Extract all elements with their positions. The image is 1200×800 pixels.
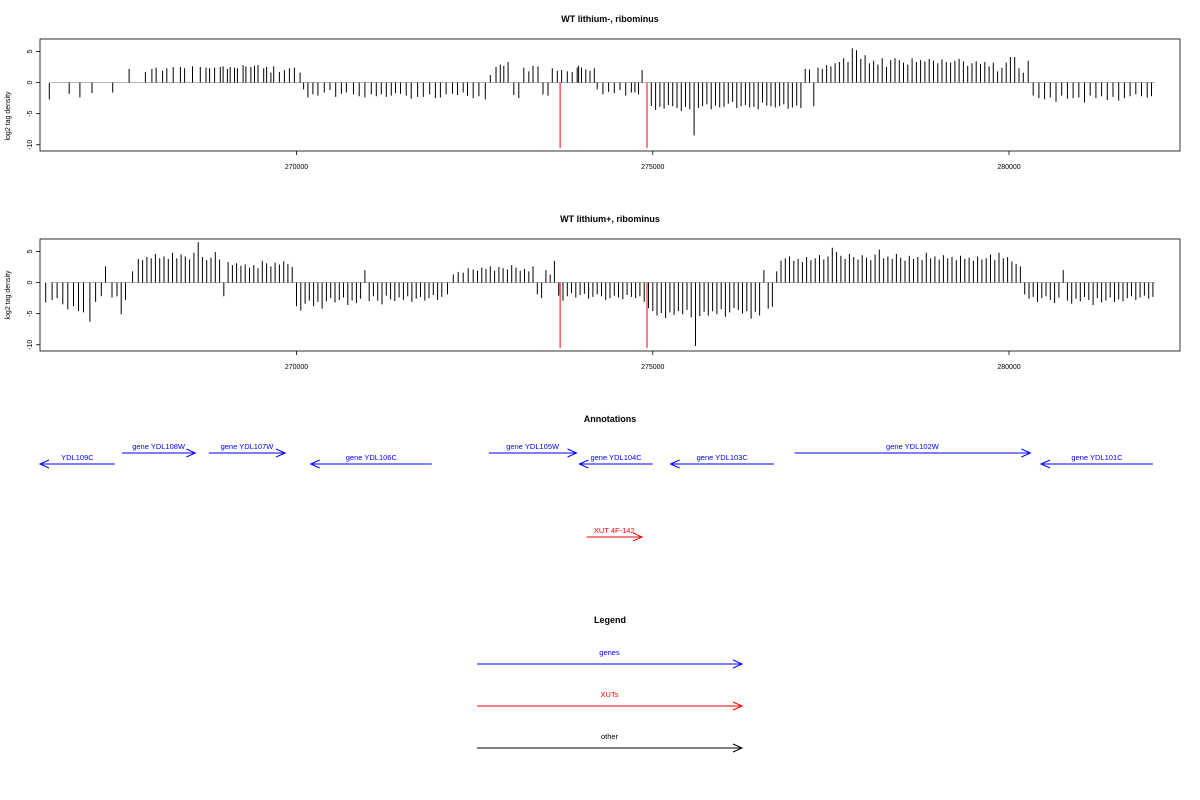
feature-gene-ydl101c: gene YDL101C xyxy=(1039,453,1153,469)
feature-gene-ydl102w: gene YDL102W xyxy=(794,442,1032,458)
feature-label: gene YDL103C xyxy=(697,453,749,462)
annotations-title: Annotations xyxy=(584,414,637,424)
bar-series xyxy=(48,48,1152,136)
arrowhead xyxy=(669,459,680,469)
y-axis-label: log2 tag density xyxy=(5,91,12,141)
arrowhead xyxy=(275,448,287,458)
arrowhead xyxy=(309,459,320,469)
arrowhead xyxy=(1021,448,1032,458)
feature-label: YDL109C xyxy=(61,453,94,462)
arrowhead xyxy=(567,448,578,458)
axis-ticks: 270000 275000 280000 5 0 -5 -10 xyxy=(27,249,1021,371)
feature-gene-ydl106c: gene YDL106C xyxy=(309,453,432,469)
arrowhead xyxy=(732,743,744,753)
y-tick-label: 5 xyxy=(27,49,34,53)
y-tick-label: 5 xyxy=(27,249,34,253)
legend-label: XUTs xyxy=(601,690,619,699)
legend-item-XUTs: XUTs xyxy=(477,690,744,711)
feature-xut-4f-142: XUT 4F-142 xyxy=(586,526,644,542)
arrowhead xyxy=(632,532,644,542)
feature-label: gene YDL102W xyxy=(886,442,940,451)
y-tick-label: -10 xyxy=(27,140,34,150)
feature-label: gene YDL106C xyxy=(346,453,398,462)
feature-label: gene YDL104C xyxy=(590,453,642,462)
feature-label: XUT 4F-142 xyxy=(594,526,635,535)
plot-title: WT lithium-, ribominus xyxy=(561,14,659,24)
x-tick-label: 275000 xyxy=(641,164,664,171)
track-plot-lithium-plus: WT lithium+, ribominus log2 tag density … xyxy=(5,214,1181,371)
feature-label: gene YDL101C xyxy=(1071,453,1123,462)
feature-gene-ydl105w: gene YDL105W xyxy=(488,442,578,458)
x-tick-label: 270000 xyxy=(285,164,308,171)
feature-gene-ydl104c: gene YDL104C xyxy=(578,453,653,469)
y-tick-label: 0 xyxy=(27,281,34,285)
arrowhead xyxy=(578,459,589,469)
feature-gene-ydl103c: gene YDL103C xyxy=(669,453,774,469)
feature-ydl109c: YDL109C xyxy=(38,453,115,469)
y-tick-label: -5 xyxy=(27,110,34,116)
track-plot-lithium-minus: WT lithium-, ribominus log2 tag density … xyxy=(5,14,1181,171)
x-tick-label: 280000 xyxy=(997,364,1020,371)
feature-label: gene YDL108W xyxy=(132,442,186,451)
highlight-series xyxy=(559,82,648,148)
annotations-track: Annotations YDL109C gene YDL108W gene YDL1… xyxy=(38,414,1153,542)
arrowhead xyxy=(1039,459,1051,469)
y-tick-label: -10 xyxy=(27,340,34,350)
legend: Legend genes XUTs other xyxy=(477,615,744,753)
plot-frame xyxy=(39,38,1181,152)
arrowhead xyxy=(38,459,50,469)
highlight-series xyxy=(559,282,648,348)
feature-list: YDL109C gene YDL108W gene YDL107W gene YDL1… xyxy=(38,442,1153,542)
arrowhead xyxy=(732,701,744,711)
legend-label: genes xyxy=(599,648,620,657)
y-tick-label: -5 xyxy=(27,310,34,316)
arrowhead xyxy=(186,448,197,458)
legend-title: Legend xyxy=(594,615,626,625)
y-axis-label: log2 tag density xyxy=(5,270,12,320)
feature-gene-ydl108w: gene YDL108W xyxy=(121,442,197,458)
legend-item-other: other xyxy=(477,732,744,753)
plot-title: WT lithium+, ribominus xyxy=(560,214,660,224)
feature-label: gene YDL107W xyxy=(221,442,275,451)
legend-item-genes: genes xyxy=(477,648,744,669)
legend-items: genes XUTs other xyxy=(477,648,744,753)
feature-gene-ydl107w: gene YDL107W xyxy=(208,442,287,458)
x-tick-label: 280000 xyxy=(997,164,1020,171)
arrowhead xyxy=(732,659,744,669)
bar-series xyxy=(45,242,1154,347)
x-tick-label: 275000 xyxy=(641,364,664,371)
legend-label: other xyxy=(601,732,619,741)
plot-frame xyxy=(39,238,1181,352)
y-tick-label: 0 xyxy=(27,81,34,85)
axis-ticks: 270000 275000 280000 5 0 -5 -10 xyxy=(27,49,1021,171)
feature-label: gene YDL105W xyxy=(506,442,560,451)
x-tick-label: 270000 xyxy=(285,364,308,371)
